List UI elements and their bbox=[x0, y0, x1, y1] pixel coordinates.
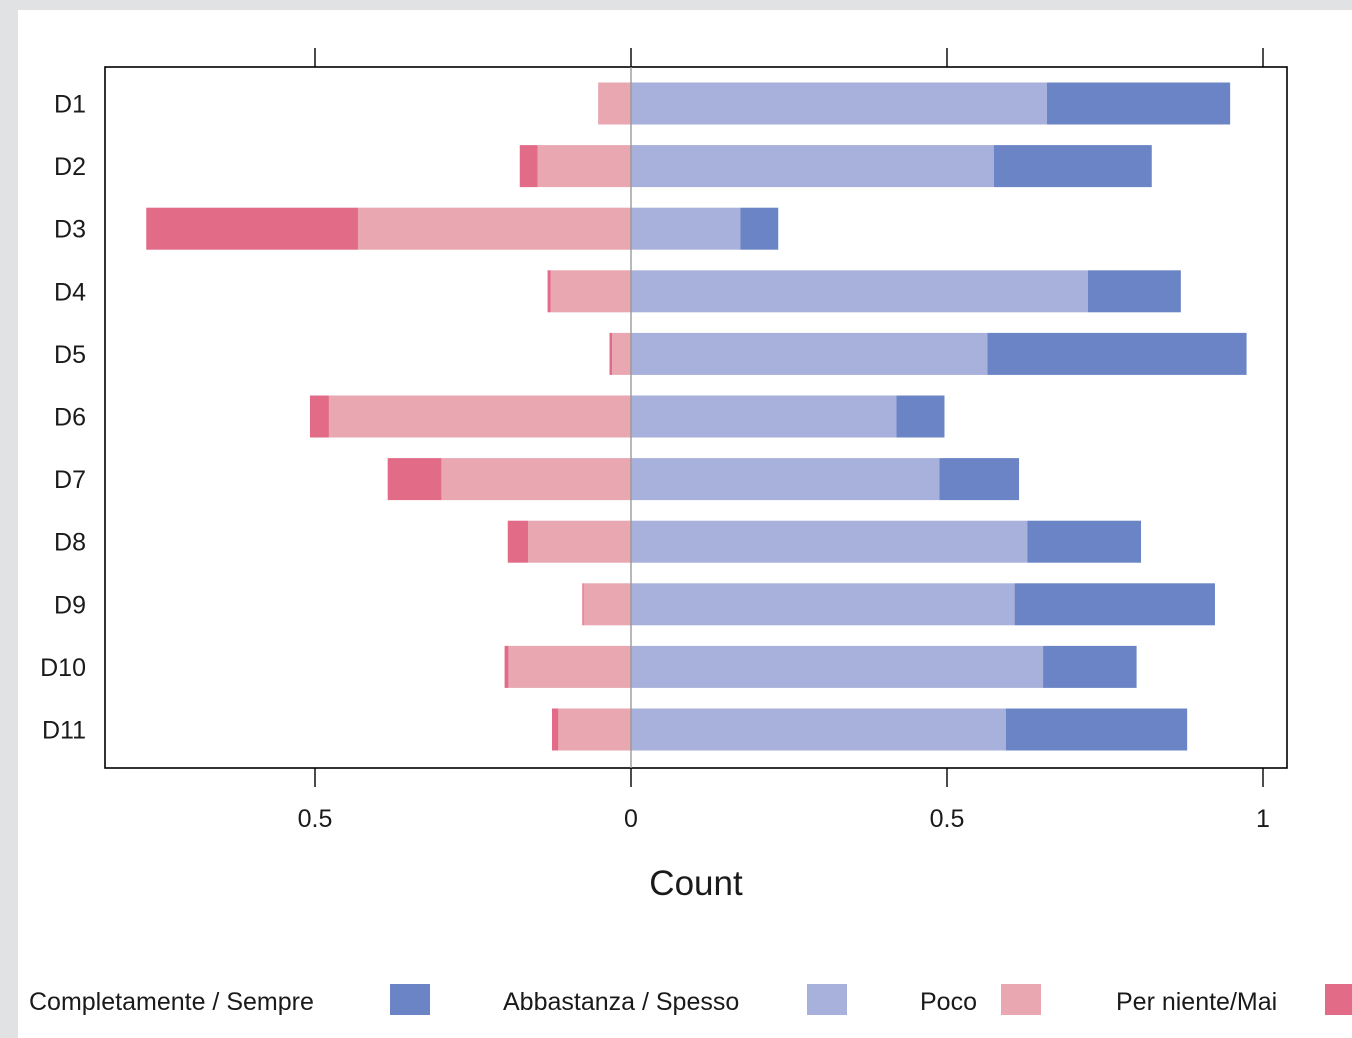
y-tick-label: D10 bbox=[40, 654, 86, 682]
bar-D3-abbastanza-spesso bbox=[631, 207, 741, 250]
bar-D11-per-niente-mai bbox=[552, 708, 559, 751]
bar-D6-poco bbox=[328, 395, 631, 438]
bar-D9-poco bbox=[583, 583, 631, 626]
bar-D11-abbastanza-spesso bbox=[631, 708, 1006, 751]
bar-D7-abbastanza-spesso bbox=[631, 458, 940, 501]
bar-D11-poco bbox=[558, 708, 631, 751]
bar-D10-completamente-sempre bbox=[1043, 645, 1137, 688]
y-tick-label: D9 bbox=[54, 591, 86, 619]
y-tick-label: D4 bbox=[54, 278, 86, 306]
y-tick-label: D8 bbox=[54, 529, 86, 557]
bar-D7-poco bbox=[441, 458, 631, 501]
bar-D2-abbastanza-spesso bbox=[631, 145, 994, 188]
bar-D4-completamente-sempre bbox=[1087, 270, 1181, 313]
bar-D7-per-niente-mai bbox=[387, 458, 442, 501]
bar-D9-abbastanza-spesso bbox=[631, 583, 1015, 626]
bar-D8-abbastanza-spesso bbox=[631, 520, 1028, 563]
legend-label-per-niente-mai: Per niente/Mai bbox=[1116, 988, 1277, 1016]
bar-D1-abbastanza-spesso bbox=[631, 82, 1047, 125]
bar-D1-poco bbox=[598, 82, 631, 125]
bar-D3-per-niente-mai bbox=[146, 207, 358, 250]
plot-frame bbox=[104, 66, 1288, 769]
y-tick-label: D5 bbox=[54, 341, 86, 369]
bar-D5-poco bbox=[612, 332, 631, 375]
bar-D9-completamente-sempre bbox=[1014, 583, 1215, 626]
bar-D7-completamente-sempre bbox=[939, 458, 1020, 501]
x-tick-label: 0.5 bbox=[930, 805, 965, 833]
bar-D8-per-niente-mai bbox=[507, 520, 528, 563]
chart-canvas: 0.5 0 0.5 1 D1 D2 D3 D4 D5 D6 D7 D8 D9 D10 D11 Count Com… bbox=[18, 10, 1352, 1038]
x-tick-label: 0.5 bbox=[298, 805, 333, 833]
bar-D10-abbastanza-spesso bbox=[631, 645, 1044, 688]
legend-swatch-abbastanza-spesso bbox=[807, 984, 847, 1015]
legend-label-completamente-sempre: Completamente / Sempre bbox=[29, 988, 314, 1016]
x-tick-label: 1 bbox=[1256, 805, 1270, 833]
bar-D5-abbastanza-spesso bbox=[631, 332, 988, 375]
legend-swatch-per-niente-mai bbox=[1325, 984, 1352, 1015]
bar-D6-abbastanza-spesso bbox=[631, 395, 897, 438]
bar-D4-poco bbox=[550, 270, 631, 313]
y-tick-label: D6 bbox=[54, 404, 86, 432]
legend-label-abbastanza-spesso: Abbastanza / Spesso bbox=[503, 988, 739, 1016]
y-tick-label: D11 bbox=[42, 717, 86, 745]
bar-D9-per-niente-mai bbox=[582, 583, 584, 626]
bar-D10-per-niente-mai bbox=[504, 645, 509, 688]
legend-swatch-poco bbox=[1001, 984, 1041, 1015]
y-tick-label: D1 bbox=[54, 91, 86, 119]
bar-D3-completamente-sempre bbox=[740, 207, 779, 250]
x-tick-label: 0 bbox=[624, 805, 638, 833]
bar-D6-completamente-sempre bbox=[896, 395, 945, 438]
bar-D2-per-niente-mai bbox=[519, 145, 538, 188]
bar-D4-per-niente-mai bbox=[547, 270, 551, 313]
bar-D6-per-niente-mai bbox=[309, 395, 329, 438]
bar-D1-completamente-sempre bbox=[1046, 82, 1231, 125]
bar-D10-poco bbox=[508, 645, 631, 688]
bar-D5-completamente-sempre bbox=[987, 332, 1247, 375]
legend-label-poco: Poco bbox=[920, 988, 977, 1016]
bar-D5-per-niente-mai bbox=[609, 332, 613, 375]
y-tick-label: D2 bbox=[54, 153, 86, 181]
bar-D2-completamente-sempre bbox=[993, 145, 1152, 188]
x-axis-title: Count bbox=[649, 864, 743, 903]
bar-D3-poco bbox=[357, 207, 631, 250]
legend-swatch-completamente-sempre bbox=[390, 984, 430, 1015]
bar-D8-completamente-sempre bbox=[1027, 520, 1142, 563]
bar-D4-abbastanza-spesso bbox=[631, 270, 1088, 313]
bar-D8-poco bbox=[527, 520, 631, 563]
diverging-bar-chart: 0.5 0 0.5 1 D1 D2 D3 D4 D5 D6 D7 D8 D9 D10 D11 Count Com… bbox=[29, 48, 1352, 1016]
y-tick-label: D7 bbox=[54, 466, 86, 494]
bar-D2-poco bbox=[537, 145, 631, 188]
bar-D11-completamente-sempre bbox=[1005, 708, 1188, 751]
y-tick-label: D3 bbox=[54, 216, 86, 244]
